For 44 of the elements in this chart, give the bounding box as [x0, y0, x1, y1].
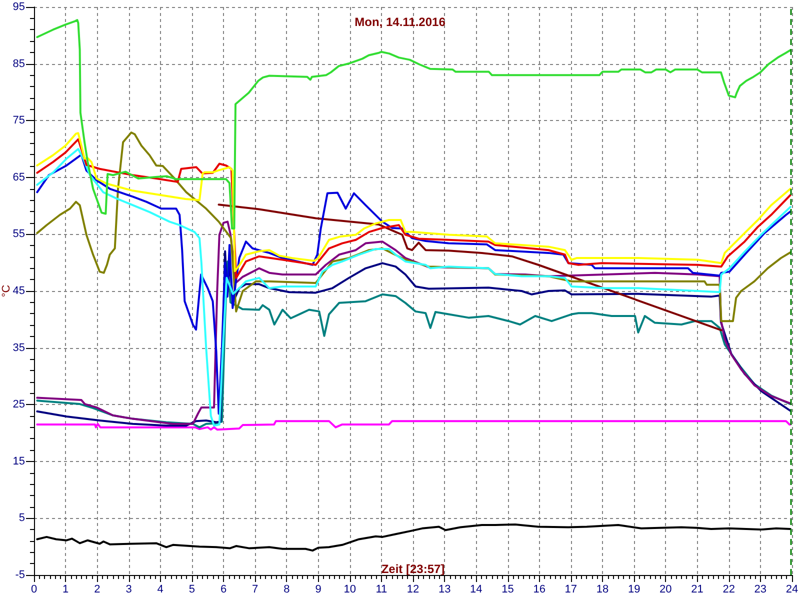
- x-tick-label: 18: [596, 584, 609, 596]
- y-tick-label: 15: [12, 455, 25, 468]
- y-axis-title: °C: [0, 284, 12, 298]
- y-tick-label: -5: [15, 569, 25, 581]
- x-tick-label: 6: [220, 584, 227, 596]
- x-tick-label: 8: [284, 584, 290, 596]
- y-tick-label: 55: [12, 228, 25, 240]
- x-tick-label: 1: [62, 584, 69, 596]
- x-tick-label: 10: [344, 584, 356, 596]
- x-tick-label: 24: [786, 584, 798, 596]
- x-tick-label: 4: [157, 584, 164, 596]
- x-tick-label: 11: [376, 584, 388, 596]
- y-tick-label: 35: [12, 342, 25, 354]
- x-tick-label: 17: [564, 584, 578, 596]
- x-tick-label: 7: [252, 584, 258, 596]
- x-tick-label: 22: [722, 584, 735, 596]
- x-tick-label: 9: [315, 584, 322, 596]
- x-tick-label: 15: [502, 584, 514, 596]
- text: Mon, 14.11.2016: [354, 15, 446, 29]
- y-tick-label: 65: [12, 171, 25, 184]
- line-series: [218, 204, 722, 332]
- x-tick-label: 16: [533, 584, 546, 596]
- y-tick-label: 5: [18, 512, 25, 524]
- line-series: [36, 220, 792, 425]
- y-tick-label: 95: [12, 1, 25, 13]
- x-tick-label: 12: [406, 584, 420, 596]
- x-tick-label: 3: [126, 584, 132, 596]
- x-tick-label: 5: [188, 584, 195, 596]
- y-tick-label: 85: [12, 58, 25, 70]
- x-tick-label: 21: [691, 584, 704, 596]
- line-series: [36, 19, 792, 230]
- y-tick-label: 25: [12, 398, 25, 411]
- x-tick-label: 2: [94, 584, 100, 596]
- y-tick-label: 75: [12, 114, 25, 127]
- y-tick-label: 45: [12, 285, 25, 297]
- x-tick-label: 20: [660, 584, 672, 596]
- line-series: [36, 132, 792, 322]
- x-tick-label: 19: [628, 584, 640, 596]
- x-tick-label: 0: [30, 584, 38, 596]
- line-series: [36, 420, 792, 431]
- x-axis-title: Zeit [23:57]: [381, 562, 445, 576]
- x-tick-label: 23: [754, 584, 767, 596]
- x-tick-label: 14: [470, 584, 482, 596]
- x-tick-label: 13: [438, 584, 451, 596]
